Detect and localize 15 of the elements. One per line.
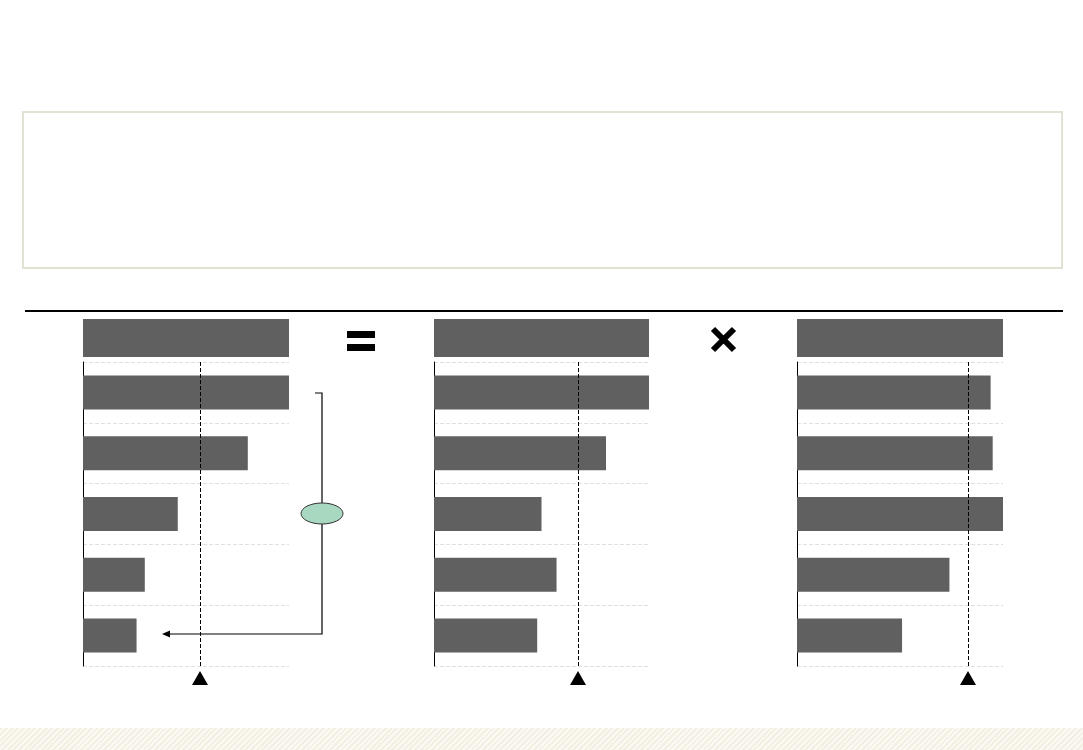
bar (797, 436, 993, 471)
bar (434, 618, 538, 653)
bar (83, 618, 137, 653)
bar (83, 496, 178, 532)
bar (83, 436, 248, 471)
bar (434, 496, 542, 532)
bar (797, 557, 950, 592)
bar (797, 618, 903, 653)
bar (434, 557, 557, 592)
bar (797, 375, 991, 410)
bar (434, 436, 606, 471)
bar (83, 557, 145, 592)
bar (797, 496, 1003, 532)
bar (83, 375, 289, 410)
bar (434, 375, 649, 410)
